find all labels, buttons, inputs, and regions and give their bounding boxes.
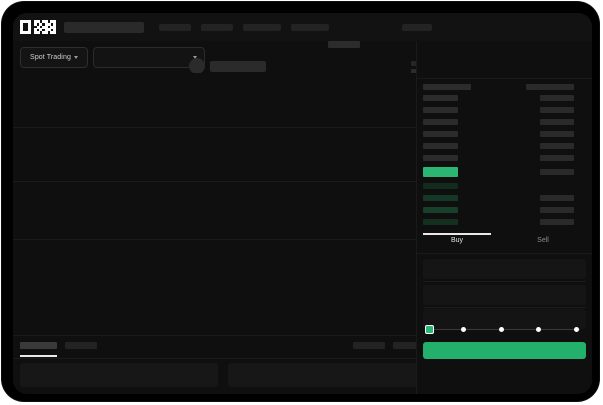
device-bezel: Spot Trading: [13, 13, 592, 394]
nav-item-2[interactable]: [201, 24, 233, 31]
orders-divider: [13, 358, 417, 359]
orders-action-2[interactable]: [393, 342, 425, 349]
amount-slider-step[interactable]: [461, 326, 466, 332]
buy-sell-tabs: Buy Sell: [417, 233, 592, 253]
chart-gridline: [13, 181, 417, 182]
orderbook-ask-amount[interactable]: [540, 143, 574, 149]
okx-logo-icon[interactable]: [20, 20, 57, 35]
orderbook-bid-amount[interactable]: [540, 207, 574, 213]
orders-empty-box-left: [20, 363, 218, 387]
amount-slider-track: [429, 328, 580, 330]
chart-gridline: [13, 239, 417, 240]
orderbook-ask-amount[interactable]: [540, 119, 574, 125]
price-chart[interactable]: [13, 91, 417, 336]
chart-gridline: [13, 127, 417, 128]
chevron-down-icon: [73, 56, 78, 59]
orderbook-last-amount: [540, 169, 574, 175]
orderbook-ask-amount[interactable]: [540, 95, 574, 101]
volume-series: [13, 259, 408, 291]
orders-tab-indicator: [20, 355, 57, 357]
market-depth-chart: [372, 91, 417, 291]
amount-slider-step[interactable]: [536, 326, 541, 332]
nav-item-3[interactable]: [243, 24, 281, 31]
nav-item-5[interactable]: [402, 24, 432, 31]
orderbook-ask-price[interactable]: [423, 143, 458, 149]
trading-pair-name: [210, 61, 266, 72]
market-stat-0: [328, 38, 360, 48]
market-stat-0-value: [328, 41, 360, 48]
submit-buy-button[interactable]: [423, 342, 586, 359]
trading-mode-select[interactable]: Spot Trading: [20, 47, 88, 68]
tab-sell[interactable]: Sell: [537, 237, 549, 244]
orderbook-ask-price[interactable]: [423, 119, 458, 125]
buy-sell-divider: [417, 253, 592, 254]
buy-tab-indicator: [423, 233, 491, 235]
coin-avatar: [189, 58, 205, 74]
candlestick-series: [13, 91, 408, 249]
orderbook-header-price: [423, 84, 471, 90]
orderbook-trade-panel: Buy Sell: [416, 41, 592, 394]
order-price-field[interactable]: [423, 259, 586, 279]
amount-slider-step[interactable]: [574, 326, 579, 332]
orderbook-bid-price[interactable]: [423, 195, 458, 201]
orders-tab-history[interactable]: [65, 342, 97, 349]
amount-slider[interactable]: [425, 324, 584, 334]
order-field-divider-2: [423, 307, 586, 308]
nav-item-1[interactable]: [159, 24, 191, 31]
orderbook-bid-price[interactable]: [423, 207, 458, 213]
trading-pair-select[interactable]: [93, 47, 205, 68]
orders-panel: [13, 335, 428, 394]
order-field-divider-1: [423, 281, 586, 282]
trading-mode-label: Spot Trading: [30, 54, 71, 61]
orderbook-header-amount: [526, 84, 574, 90]
global-search-input[interactable]: [64, 22, 144, 33]
orderbook-ask-price[interactable]: [423, 155, 458, 161]
nav-item-4[interactable]: [291, 24, 329, 31]
device-frame: Spot Trading: [2, 2, 599, 401]
orderbook-last-price: [423, 167, 458, 177]
amount-slider-step[interactable]: [499, 326, 504, 332]
top-navigation-bar: [13, 13, 592, 41]
orderbook-ask-amount[interactable]: [540, 107, 574, 113]
orderbook-ask-amount[interactable]: [540, 155, 574, 161]
orderbook-ask-price[interactable]: [423, 131, 458, 137]
orderbook-ask-price[interactable]: [423, 95, 458, 101]
orderbook-ask-amount[interactable]: [540, 131, 574, 137]
orderbook-bid-price[interactable]: [423, 219, 458, 225]
orderbook-bid-price[interactable]: [423, 183, 458, 189]
orders-tab-open[interactable]: [20, 342, 57, 349]
order-amount-field[interactable]: [423, 285, 586, 305]
orders-empty-box-right: [228, 363, 428, 387]
orderbook-bid-amount[interactable]: [540, 195, 574, 201]
orderbook-ask-price[interactable]: [423, 107, 458, 113]
chevron-down-icon: [193, 56, 197, 59]
amount-slider-handle[interactable]: [425, 324, 434, 334]
order-total-field[interactable]: [423, 309, 586, 329]
trading-app: Spot Trading: [13, 13, 592, 394]
orderbook-bid-amount[interactable]: [540, 219, 574, 225]
chart-toolbar: [13, 73, 417, 92]
orders-action-1[interactable]: [353, 342, 385, 349]
orderbook-header-divider: [417, 78, 592, 79]
tab-buy[interactable]: Buy: [450, 237, 464, 244]
